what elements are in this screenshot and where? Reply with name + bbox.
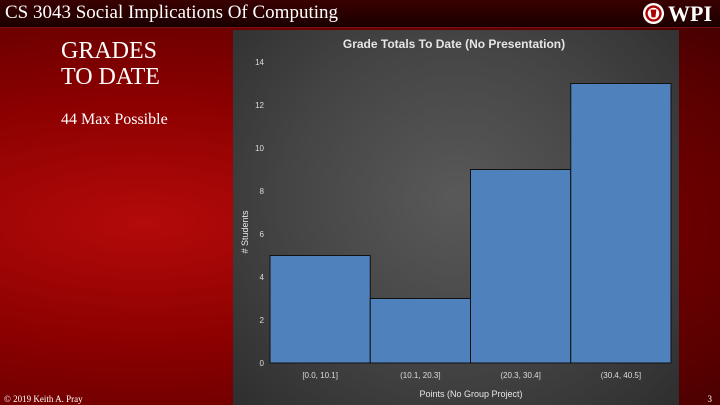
histogram-chart: Grade Totals To Date (No Presentation) #… <box>233 30 679 405</box>
y-tick-label: 14 <box>255 58 264 67</box>
x-tick-label: (20.3, 30.4] <box>500 371 540 380</box>
slide-title-line-2: TO DATE <box>61 64 160 90</box>
y-tick-label: 6 <box>260 230 265 239</box>
y-tick-labels: 0 2 4 6 8 10 12 14 <box>255 58 264 368</box>
x-tick-label: (30.4, 40.5] <box>601 371 641 380</box>
y-tick-label: 0 <box>260 359 265 368</box>
y-tick-label: 10 <box>255 144 264 153</box>
wpi-logo: WPI <box>642 1 712 26</box>
y-tick-label: 8 <box>260 187 265 196</box>
x-tick-label: (10.1, 20.3] <box>400 371 440 380</box>
wpi-seal-icon <box>642 2 665 25</box>
slide-subtitle: 44 Max Possible <box>61 111 168 128</box>
chart-title: Grade Totals To Date (No Presentation) <box>343 37 565 51</box>
histogram-bars <box>269 83 672 364</box>
y-tick-label: 4 <box>260 273 265 282</box>
header-bar: CS 3043 Social Implications Of Computing… <box>0 0 720 28</box>
y-tick-label: 12 <box>255 101 264 110</box>
x-tick-labels: [0.0, 10.1] (10.1, 20.3] (20.3, 30.4] (30.4… <box>302 371 641 380</box>
y-axis-label: # Students <box>240 210 250 254</box>
chart-svg: Grade Totals To Date (No Presentation) #… <box>240 37 672 399</box>
histogram-bar <box>269 255 371 364</box>
slide-title-line-1: GRADES <box>61 38 158 64</box>
slide-title: GRADES TO DATE <box>61 38 221 90</box>
footer-copyright: © 2019 Keith A. Pray <box>4 394 83 404</box>
course-title: CS 3043 Social Implications Of Computing <box>5 2 339 23</box>
y-tick-label: 2 <box>260 316 265 325</box>
wpi-logo-text: WPI <box>668 0 712 26</box>
histogram-bar <box>369 298 471 364</box>
histogram-bar <box>570 83 672 364</box>
x-axis-label: Points (No Group Project) <box>419 389 522 399</box>
x-tick-label: [0.0, 10.1] <box>302 371 338 380</box>
page-number: 3 <box>707 394 713 404</box>
histogram-bar <box>470 169 572 364</box>
